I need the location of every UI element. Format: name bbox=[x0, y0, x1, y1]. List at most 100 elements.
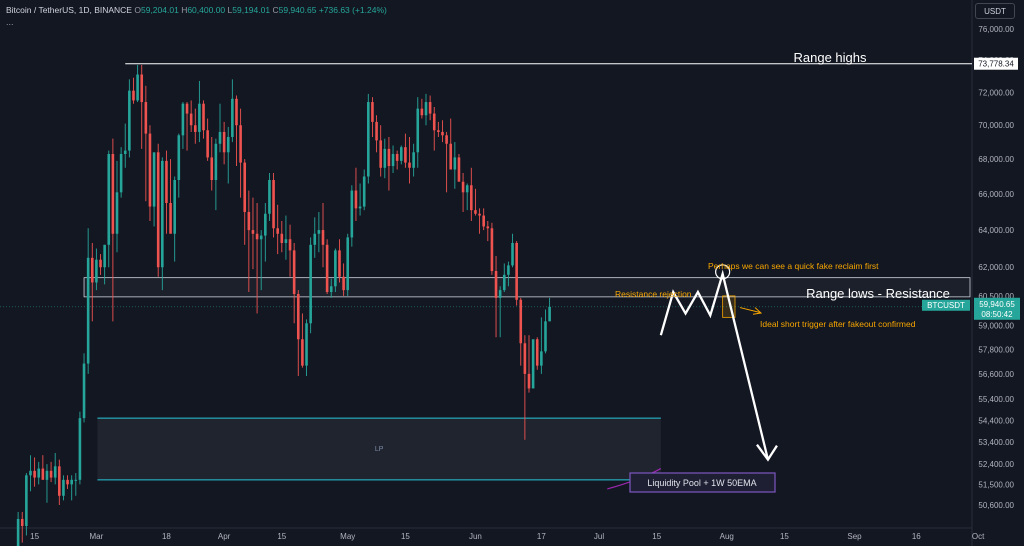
candle-body bbox=[391, 154, 395, 167]
candle-body bbox=[383, 148, 387, 168]
y-tick-label: 57,800.00 bbox=[978, 345, 1014, 354]
symbol-title: Bitcoin / TetherUS, 1D, BINANCE bbox=[6, 5, 132, 15]
candle-body bbox=[90, 257, 94, 283]
candle-body bbox=[193, 125, 197, 132]
short-trigger-arrow bbox=[739, 307, 761, 313]
candle-body bbox=[177, 135, 181, 180]
liquidity-pool-box bbox=[629, 472, 776, 493]
candle-body bbox=[16, 518, 20, 546]
candle-body bbox=[86, 257, 90, 364]
candle-body bbox=[457, 157, 461, 182]
candle-body bbox=[292, 250, 296, 294]
candle-body bbox=[494, 271, 498, 298]
candle-body bbox=[82, 363, 86, 419]
y-tick-label: 54,400.00 bbox=[978, 416, 1014, 425]
resistance-rejection-label: Resistance rejection bbox=[615, 289, 692, 299]
candle-body bbox=[99, 259, 102, 268]
countdown-label: 08:50:42 bbox=[981, 310, 1013, 319]
candle-body bbox=[515, 242, 518, 300]
symbol-tag bbox=[922, 299, 970, 311]
candle-body bbox=[305, 323, 308, 366]
x-tick-label: 15 bbox=[401, 532, 410, 541]
current-price-label: 59,940.65 bbox=[979, 300, 1015, 309]
candle-body bbox=[103, 244, 106, 268]
candle-body bbox=[148, 133, 152, 207]
candle-body bbox=[453, 157, 457, 170]
x-tick-label: 15 bbox=[30, 532, 39, 541]
candle-body bbox=[185, 103, 189, 114]
candle-body bbox=[284, 239, 288, 243]
candle-body bbox=[49, 470, 53, 478]
candle-body bbox=[210, 157, 214, 180]
candle-body bbox=[173, 179, 176, 234]
y-tick-label: 53,400.00 bbox=[978, 438, 1014, 447]
currency-button[interactable]: USDT bbox=[975, 3, 1015, 19]
candle-body bbox=[74, 479, 78, 481]
candle-body bbox=[268, 179, 271, 214]
candle-body bbox=[119, 154, 123, 193]
candle-body bbox=[478, 213, 481, 216]
candle-body bbox=[379, 140, 382, 168]
candle-body bbox=[346, 237, 350, 291]
liquidity-pool-label: Liquidity Pool + 1W 50EMA bbox=[647, 478, 756, 488]
candle-body bbox=[20, 518, 24, 527]
candle-body bbox=[218, 131, 222, 144]
x-tick-label: 16 bbox=[912, 532, 921, 541]
candle-body bbox=[416, 108, 420, 153]
more-indicator[interactable]: ... bbox=[6, 17, 14, 27]
candle-body bbox=[41, 468, 45, 480]
candle-body bbox=[226, 136, 230, 153]
candle-body bbox=[420, 108, 424, 116]
x-tick-label: Aug bbox=[720, 532, 734, 541]
candle-body bbox=[395, 154, 399, 161]
y-tick-label: 64,000.00 bbox=[978, 226, 1014, 235]
candle-body bbox=[428, 102, 432, 114]
low-label: L bbox=[227, 5, 233, 15]
y-tick-label: 50,600.00 bbox=[978, 501, 1014, 510]
resistance-zone-box bbox=[83, 277, 971, 298]
x-tick-label: May bbox=[340, 532, 355, 541]
candle-body bbox=[531, 339, 535, 389]
x-tick-label: Jul bbox=[594, 532, 604, 541]
short-trigger-label: Ideal short trigger after fakeout confir… bbox=[760, 319, 916, 329]
fake-reclaim-label: Perhaps we can see a quick fake reclaim … bbox=[708, 261, 879, 271]
candle-body bbox=[25, 475, 28, 527]
candle-body bbox=[329, 286, 333, 293]
candle-body bbox=[123, 150, 127, 155]
candle-body bbox=[445, 135, 448, 144]
projection-path bbox=[659, 269, 770, 460]
fake-reclaim-circle bbox=[715, 264, 731, 280]
candle-body bbox=[412, 152, 415, 168]
candle-body bbox=[45, 470, 49, 480]
candle-body bbox=[95, 259, 98, 283]
candle-body bbox=[161, 160, 164, 268]
candle-body bbox=[354, 190, 358, 209]
candle-body bbox=[259, 235, 263, 240]
candle-body bbox=[29, 470, 32, 476]
candle-body bbox=[408, 162, 411, 168]
range-high-price-label: 73,778.34 bbox=[978, 60, 1014, 69]
candle-body bbox=[313, 233, 317, 245]
candle-body bbox=[78, 418, 82, 480]
candle-body bbox=[272, 179, 275, 229]
y-tick-label: 76,000.00 bbox=[978, 25, 1014, 34]
candle-body bbox=[470, 185, 473, 211]
y-tick-label: 70,000.00 bbox=[978, 121, 1014, 130]
candle-body bbox=[62, 479, 65, 496]
candle-body bbox=[535, 339, 539, 366]
close-label: C bbox=[272, 5, 279, 15]
low-value: 59,194.01 bbox=[232, 5, 271, 15]
y-tick-label: 52,400.00 bbox=[978, 460, 1014, 469]
y-tick-label: 60,500.00 bbox=[978, 292, 1014, 301]
candle-body bbox=[527, 373, 531, 389]
candle-body bbox=[235, 98, 238, 126]
range-lows-label: Range lows - Resistance bbox=[806, 286, 950, 301]
candle-body bbox=[239, 125, 242, 163]
candle-body bbox=[189, 113, 193, 126]
candle-body bbox=[424, 102, 428, 116]
candle-body bbox=[437, 130, 440, 132]
candle-body bbox=[115, 192, 119, 234]
candle-body bbox=[214, 143, 218, 180]
symbol-tag-label: BTCUSDT bbox=[927, 301, 965, 310]
